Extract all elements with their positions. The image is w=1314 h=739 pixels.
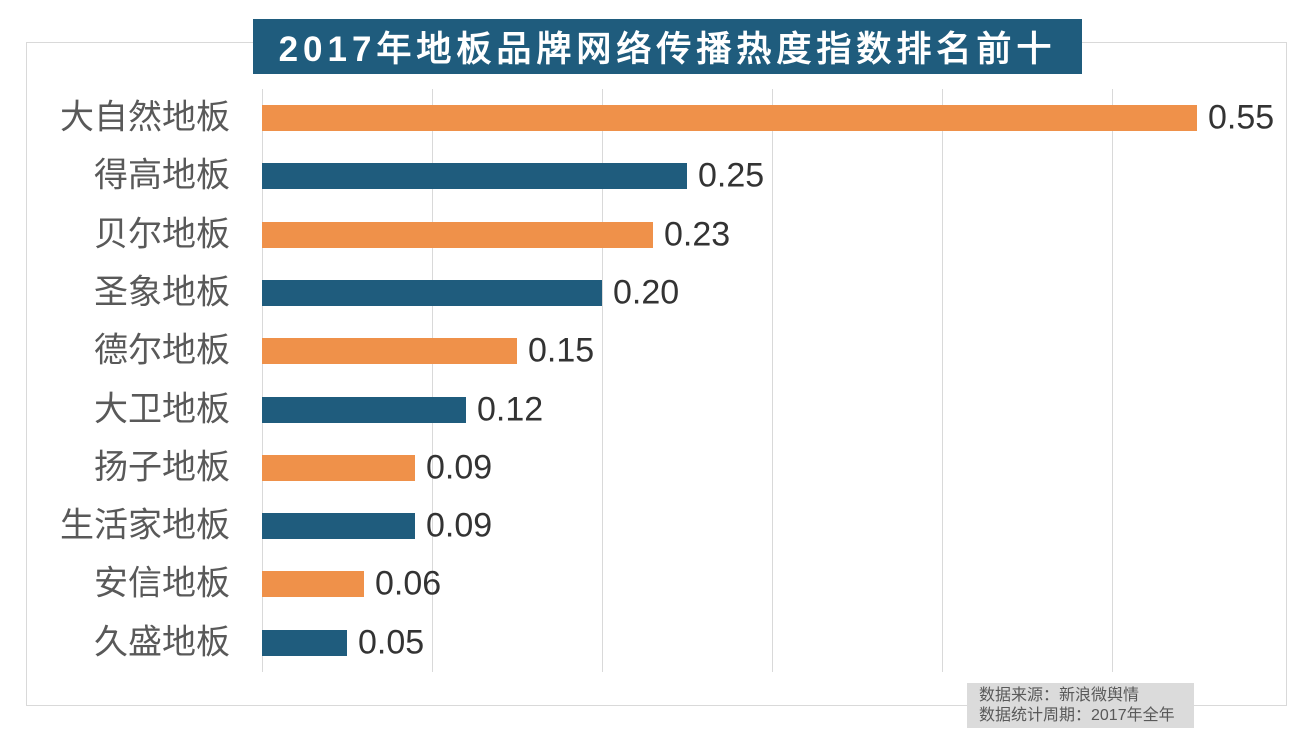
- bar-row: 德尔地板 0.15: [0, 322, 1314, 380]
- category-label: 安信地板: [94, 564, 230, 603]
- bar: [262, 105, 1197, 131]
- bar-row: 久盛地板 0.05: [0, 614, 1314, 672]
- category-label: 圣象地板: [94, 273, 230, 312]
- category-label: 得高地板: [94, 156, 230, 195]
- bar: [262, 222, 653, 248]
- bar: [262, 455, 415, 481]
- chart-title-box: 2017年地板品牌网络传播热度指数排名前十: [253, 19, 1082, 74]
- data-source-box: 数据来源：新浪微舆情 数据统计周期：2017年全年: [967, 683, 1194, 728]
- gridline: [1112, 89, 1113, 672]
- category-label: 大自然地板: [60, 98, 230, 137]
- bar: [262, 163, 687, 189]
- category-label: 生活家地板: [60, 506, 230, 545]
- gridline: [772, 89, 773, 672]
- value-label: 0.55: [1208, 98, 1275, 137]
- bar-row: 大自然地板 0.55: [0, 89, 1314, 147]
- value-label: 0.09: [426, 448, 493, 487]
- gridline: [432, 89, 433, 672]
- value-label: 0.09: [426, 506, 493, 545]
- data-period-line: 数据统计周期：2017年全年: [979, 707, 1175, 724]
- chart-title: 2017年地板品牌网络传播热度指数排名前十: [278, 30, 1057, 69]
- category-label: 贝尔地板: [94, 215, 230, 254]
- value-label: 0.06: [375, 564, 442, 603]
- gridline: [602, 89, 603, 672]
- bar-row: 扬子地板 0.09: [0, 439, 1314, 497]
- bar-row: 大卫地板 0.12: [0, 381, 1314, 439]
- bar: [262, 338, 517, 364]
- value-label: 0.20: [613, 273, 680, 312]
- bar-row: 安信地板 0.06: [0, 555, 1314, 613]
- plot-frame: [26, 42, 1287, 706]
- bar: [262, 513, 415, 539]
- bar: [262, 280, 602, 306]
- category-label: 德尔地板: [94, 331, 230, 370]
- category-label: 大卫地板: [94, 390, 230, 429]
- gridline: [262, 89, 263, 672]
- value-label: 0.05: [358, 623, 425, 662]
- bar: [262, 571, 364, 597]
- bar-row: 贝尔地板 0.23: [0, 206, 1314, 264]
- value-label: 0.12: [477, 390, 544, 429]
- gridline: [942, 89, 943, 672]
- data-source-line: 数据来源：新浪微舆情: [979, 687, 1140, 704]
- bar-row: 得高地板 0.25: [0, 147, 1314, 205]
- value-label: 0.15: [528, 331, 595, 370]
- value-label: 0.25: [698, 156, 765, 195]
- value-label: 0.23: [664, 215, 731, 254]
- bar-row: 圣象地板 0.20: [0, 264, 1314, 322]
- category-label: 扬子地板: [94, 448, 230, 487]
- bar-row: 生活家地板 0.09: [0, 497, 1314, 555]
- bar: [262, 630, 347, 656]
- category-label: 久盛地板: [94, 623, 230, 662]
- bar: [262, 397, 466, 423]
